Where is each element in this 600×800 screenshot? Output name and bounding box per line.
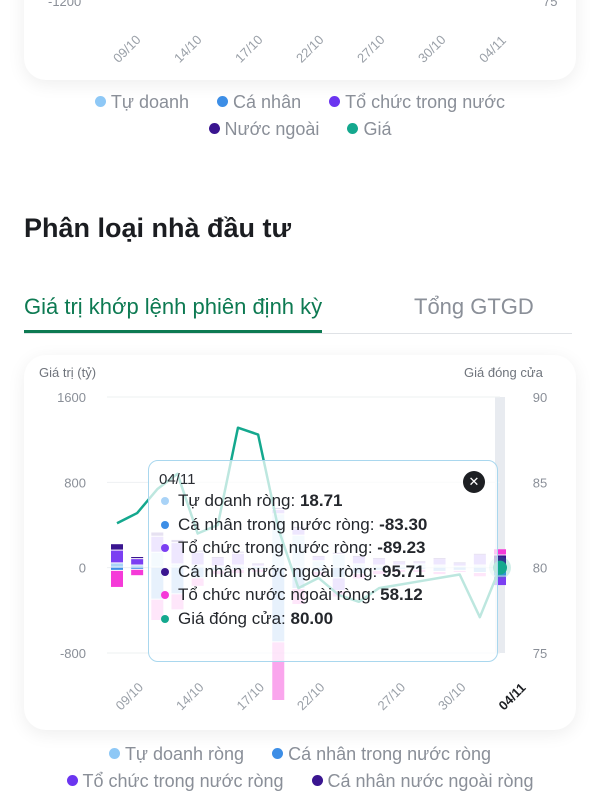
legend-dot-icon — [329, 96, 341, 107]
y-tick: 800 — [64, 475, 86, 490]
bar-segment[interactable] — [131, 559, 144, 565]
tooltip-label: Cá nhân trong nước ròng: — [178, 514, 380, 534]
bar-segment[interactable] — [494, 549, 506, 555]
previous-chart-card — [24, 0, 576, 80]
legend-label: Giá — [363, 119, 392, 139]
bar-segment[interactable] — [131, 565, 144, 567]
legend-dot-icon — [311, 775, 323, 786]
legend-dot-icon — [347, 123, 359, 134]
bar-segment[interactable] — [111, 567, 123, 570]
tooltip-row: Tự doanh ròng: 18.71 — [161, 491, 343, 511]
tab-periodic-matched-value[interactable]: Giá trị khớp lệnh phiên định kỳ — [24, 294, 323, 333]
legend-item[interactable]: Tự doanh ròng — [108, 744, 245, 764]
tooltip-label: Giá đóng cửa: — [178, 608, 291, 628]
y2-axis-title: Giá đóng cửa — [464, 365, 543, 380]
legend-item[interactable]: Tổ chức trong nước ròng — [66, 771, 284, 791]
legend-label: Nước ngoài — [224, 119, 320, 139]
tooltip-row: Giá đóng cửa: 80.00 — [161, 609, 333, 629]
y-tick: 1600 — [57, 390, 86, 405]
legend-dot-icon — [66, 775, 78, 786]
top-y-right-min: 75 — [543, 0, 558, 9]
y2-tick: 90 — [533, 390, 547, 405]
series-dot-icon — [161, 544, 169, 552]
legend-dot-icon — [108, 748, 120, 759]
legend-label: Cá nhân — [233, 92, 302, 112]
tab-total-value[interactable]: Tổng GTGD — [414, 294, 534, 319]
legend-dot-icon — [208, 123, 220, 134]
tooltip-row: Cá nhân nước ngoài ròng: 95.71 — [161, 562, 425, 582]
highlight-band — [495, 397, 505, 653]
tooltip-label: Tổ chức trong nước ròng: — [178, 538, 378, 557]
x-tick: 17/10 — [233, 680, 267, 714]
bar-segment[interactable] — [111, 563, 123, 567]
legend-label: Cá nhân nước ngoài ròng — [327, 771, 534, 791]
legend-label: Tổ chức trong nước — [345, 92, 506, 112]
chart-tooltip: 04/11 ✕ Tự doanh ròng: 18.71 Cá nhân tron… — [148, 460, 498, 662]
bar-segment[interactable] — [494, 576, 506, 586]
tooltip-value: 95.71 — [382, 561, 425, 581]
tooltip-value: 80.00 — [290, 608, 334, 628]
legend-label: Tự doanh ròng — [124, 744, 245, 764]
close-icon[interactable]: ✕ — [463, 471, 485, 493]
y2-tick: 80 — [533, 561, 547, 576]
x-tick: 22/10 — [294, 680, 328, 714]
bar-segment[interactable] — [131, 567, 144, 569]
tooltip-label: Cá nhân nước ngoài ròng: — [178, 561, 382, 581]
x-tick: 27/10 — [375, 680, 409, 714]
legend-label: Cá nhân trong nước ròng — [288, 744, 492, 764]
tooltip-row: Cá nhân trong nước ròng: -83.30 — [161, 515, 427, 535]
series-dot-icon — [161, 614, 169, 623]
tooltip-value: -89.23 — [377, 538, 426, 557]
tooltip-label: Tổ chức nước ngoài ròng: — [178, 585, 381, 604]
tooltip-value: 58.12 — [380, 585, 423, 604]
x-tick: 09/10 — [113, 680, 147, 714]
top-y-left-min: -1200 — [48, 0, 82, 9]
x-tick: 14/10 — [173, 680, 207, 714]
legend-dot-icon — [94, 96, 106, 107]
legend-dot-icon — [272, 748, 284, 759]
tooltip-row: Tổ chức trong nước ròng: -89.23 — [161, 538, 425, 558]
legend-dot-icon — [217, 96, 229, 107]
bar-segment[interactable] — [131, 569, 144, 576]
x-tick: 04/11 — [496, 680, 529, 713]
bar-segment[interactable] — [131, 557, 144, 559]
tooltip-label: Tự doanh ròng: — [178, 491, 300, 510]
section-title: Phân loại nhà đầu tư — [24, 213, 292, 243]
legend-item[interactable]: Giá — [347, 119, 391, 139]
legend-item[interactable]: Cá nhân — [217, 92, 301, 112]
bar-segment[interactable] — [111, 544, 123, 550]
bar-segment[interactable] — [111, 550, 123, 563]
series-dot-icon — [161, 520, 169, 529]
legend-item[interactable]: Cá nhân trong nước ròng — [272, 744, 491, 764]
y-tick: -800 — [60, 646, 86, 661]
top-legend: Tự doanh Cá nhân Tổ chức trong nước Nước ng… — [0, 89, 600, 143]
x-tick: 30/10 — [435, 680, 469, 714]
legend-item[interactable]: Nước ngoài — [208, 119, 320, 139]
y-axis-title: Giá trị (tỷ) — [39, 365, 97, 380]
y2-tick: 85 — [533, 475, 547, 490]
y2-tick: 75 — [533, 646, 547, 661]
series-dot-icon — [161, 591, 169, 599]
bar-segment[interactable] — [494, 555, 506, 565]
tooltip-value: -83.30 — [379, 514, 428, 534]
legend-item[interactable]: Tổ chức trong nước — [329, 92, 505, 112]
tooltip-value: 18.71 — [299, 491, 343, 510]
bottom-legend: Tự doanh ròng Cá nhân trong nước ròng Tổ c… — [0, 741, 600, 795]
tooltip-row: Tổ chức nước ngoài ròng: 58.12 — [161, 585, 423, 605]
legend-label: Tổ chức trong nước ròng — [82, 771, 284, 791]
legend-item[interactable]: Cá nhân nước ngoài ròng — [311, 771, 534, 791]
series-dot-icon — [161, 567, 169, 576]
tab-bar: Giá trị khớp lệnh phiên định kỳ Tổng GTG… — [24, 290, 572, 334]
tooltip-date: 04/11 — [159, 471, 196, 488]
y-tick: 0 — [79, 561, 86, 576]
legend-label: Tự doanh — [110, 92, 190, 112]
legend-item[interactable]: Tự doanh — [94, 92, 190, 112]
bar-segment[interactable] — [111, 570, 123, 587]
series-dot-icon — [161, 497, 169, 505]
